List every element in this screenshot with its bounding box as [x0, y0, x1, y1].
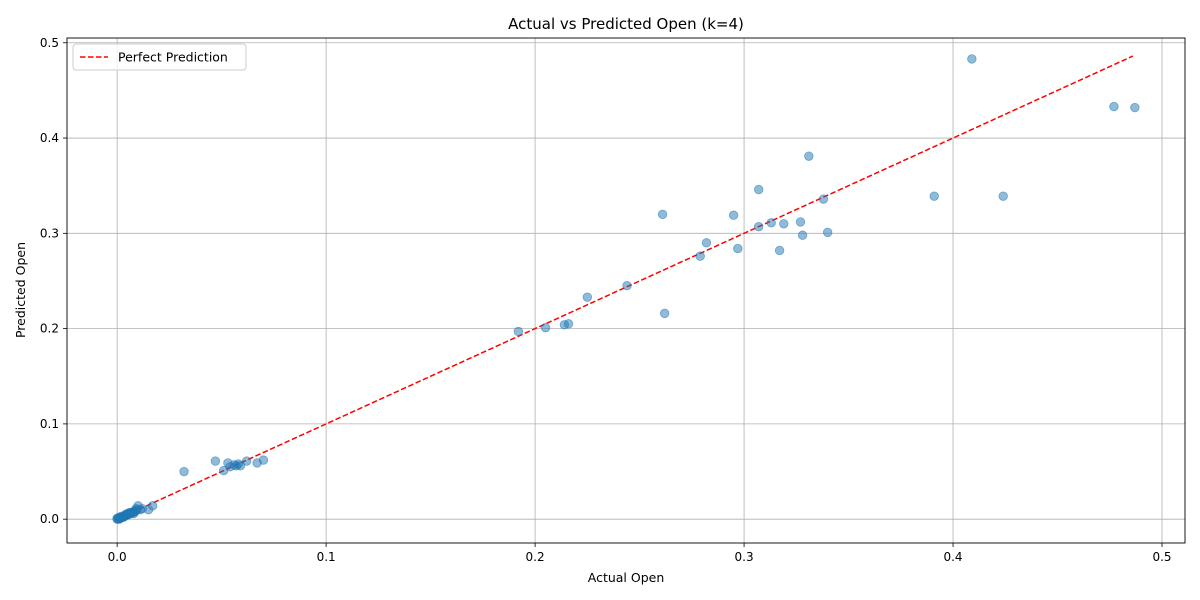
x-tick-label: 0.3	[735, 550, 754, 564]
y-tick-label: 0.2	[40, 322, 59, 336]
data-point	[695, 251, 705, 261]
legend-label: Perfect Prediction	[118, 50, 228, 65]
y-tick-label: 0.3	[40, 226, 59, 240]
data-point	[779, 219, 789, 229]
legend-box	[72, 43, 247, 71]
data-point	[540, 322, 551, 333]
x-tick-label: 0.4	[943, 550, 962, 564]
data-point	[210, 456, 221, 466]
chart-title: Actual vs Predicted Open (k=4)	[508, 15, 744, 33]
plot-area	[67, 38, 1185, 543]
plot-frame	[66, 37, 1186, 544]
data-point	[929, 191, 939, 201]
data-point	[122, 508, 133, 519]
data-point	[659, 308, 670, 319]
y-axis-label: Predicted Open	[13, 242, 28, 338]
perfect-prediction-line	[116, 55, 1134, 520]
data-point	[235, 461, 246, 471]
y-tick-label: 0.0	[40, 512, 59, 526]
data-point	[513, 326, 524, 337]
y-axis-ticks: 0.0 0.1 0.2 0.3 0.4 0.5	[40, 36, 67, 526]
data-point	[818, 194, 829, 204]
y-tick-label: 0.1	[40, 417, 59, 431]
data-points	[112, 54, 1140, 524]
x-axis-ticks: 0.0 0.1 0.2 0.3 0.4 0.5	[108, 543, 1172, 564]
x-tick-label: 0.5	[1152, 550, 1171, 564]
legend: Perfect Prediction	[72, 43, 247, 71]
grid	[67, 38, 1185, 543]
y-tick-label: 0.5	[40, 36, 59, 50]
y-tick-label: 0.4	[40, 131, 59, 145]
x-tick-label: 0.0	[108, 550, 127, 564]
data-point	[622, 281, 632, 291]
data-point	[258, 455, 269, 465]
data-point	[733, 243, 743, 254]
data-point	[701, 238, 712, 248]
reference-line-group	[116, 55, 1134, 520]
data-point	[1109, 101, 1119, 112]
data-point	[582, 292, 593, 302]
data-point	[657, 209, 668, 219]
data-point	[563, 319, 574, 329]
data-point	[114, 512, 124, 522]
data-point	[1130, 102, 1140, 113]
data-point	[131, 503, 141, 514]
data-point	[753, 221, 764, 232]
data-point	[147, 501, 158, 511]
x-tick-label: 0.2	[526, 550, 545, 564]
data-point	[822, 227, 833, 238]
data-point	[998, 191, 1008, 201]
data-point	[797, 230, 808, 240]
x-tick-label: 0.1	[317, 550, 336, 564]
x-axis-label: Actual Open	[588, 570, 665, 585]
data-point	[728, 210, 739, 220]
data-point	[774, 245, 785, 256]
data-point	[804, 151, 814, 161]
data-point	[242, 456, 252, 466]
data-point	[179, 466, 189, 477]
data-point	[967, 54, 977, 64]
data-point	[795, 217, 806, 227]
data-point	[766, 218, 776, 228]
data-point	[753, 184, 764, 195]
